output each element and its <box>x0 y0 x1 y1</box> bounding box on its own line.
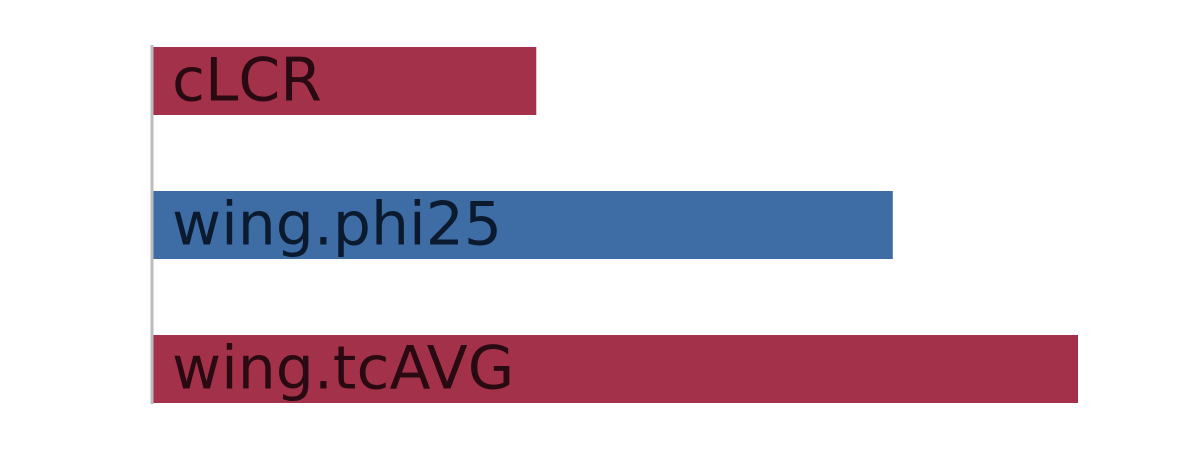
bars-group: cLCR wing.phi25 wing.tcAVG <box>152 46 1078 404</box>
bar-label: wing.tcAVG <box>172 334 514 404</box>
bar-label: wing.phi25 <box>172 190 502 260</box>
bar-wing-tcavg <box>152 335 1078 403</box>
bar-wing-phi25 <box>152 191 893 259</box>
bar-label: cLCR <box>172 46 322 116</box>
bar-clcr <box>152 47 537 115</box>
